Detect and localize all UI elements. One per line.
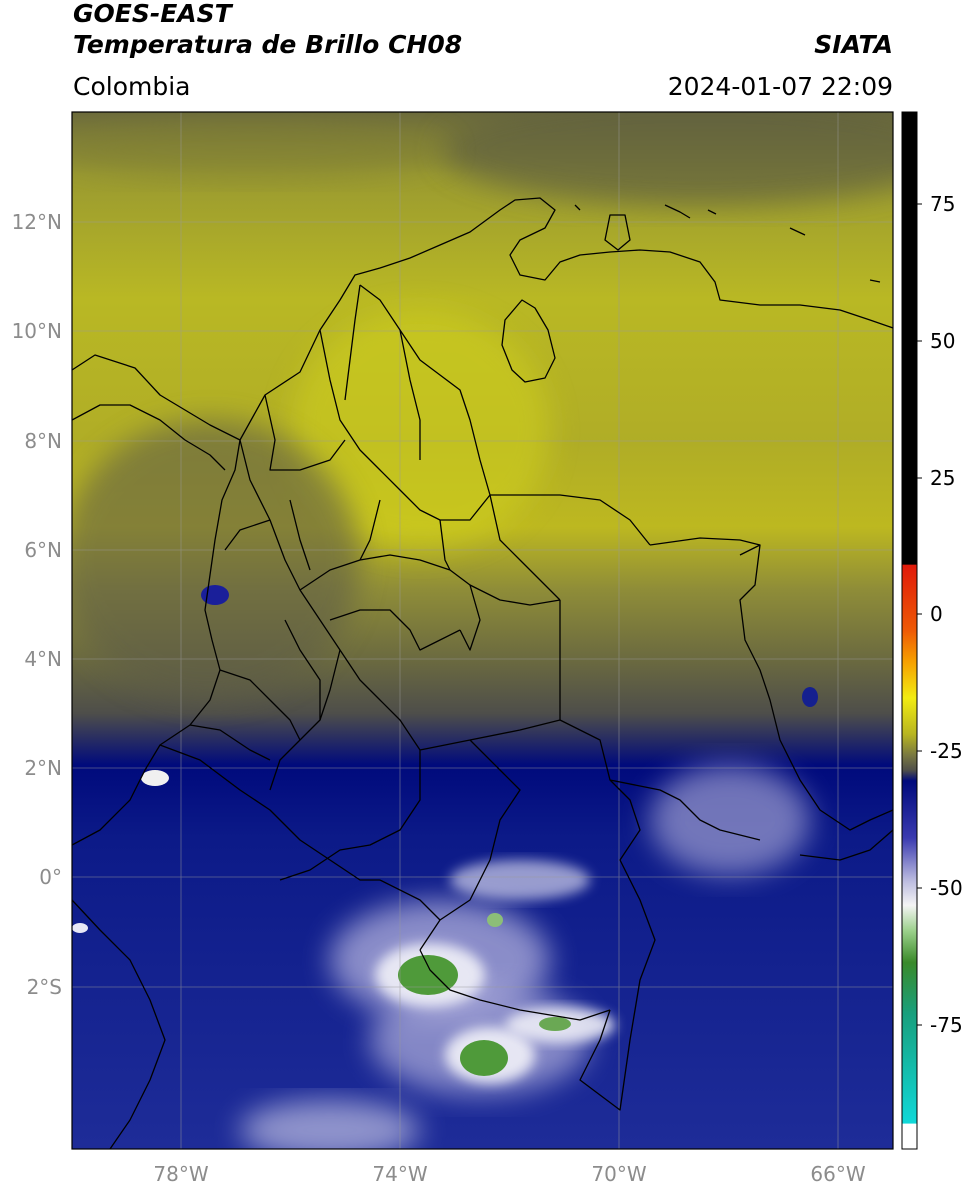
lat-label: 2°S bbox=[27, 975, 62, 999]
colorbar-label: 75 bbox=[930, 192, 955, 216]
region-label: Colombia bbox=[73, 72, 191, 101]
lat-label: 2°N bbox=[24, 756, 62, 780]
colorbar-label: -75 bbox=[930, 1013, 963, 1037]
longitude-labels: 78°W 74°W 70°W 66°W bbox=[153, 1162, 865, 1186]
map-frame bbox=[71, 111, 894, 1150]
source-label: SIATA bbox=[814, 30, 893, 59]
lat-label: 12°N bbox=[12, 210, 62, 234]
colorbar-label: -25 bbox=[930, 739, 963, 763]
colorbar-label: 50 bbox=[930, 329, 955, 353]
colorbar bbox=[901, 111, 918, 1150]
lat-label: 0° bbox=[39, 865, 62, 889]
colorbar-ticks bbox=[917, 203, 922, 1026]
colorbar-label: 0 bbox=[930, 602, 943, 626]
latitude-labels: 12°N 10°N 8°N 6°N 4°N 2°N 0° 2°S bbox=[12, 210, 62, 999]
lat-label: 10°N bbox=[12, 319, 62, 343]
lat-label: 4°N bbox=[24, 647, 62, 671]
colorbar-labels: 75 50 25 0 -25 -50 -75 bbox=[930, 192, 963, 1037]
lon-label: 78°W bbox=[153, 1162, 208, 1186]
coastlines-and-borders bbox=[72, 197, 893, 1149]
lon-label: 66°W bbox=[810, 1162, 865, 1186]
timestamp-label: 2024-01-07 22:09 bbox=[667, 72, 893, 101]
lon-label: 74°W bbox=[372, 1162, 427, 1186]
colorbar-label: -50 bbox=[930, 876, 963, 900]
lat-label: 6°N bbox=[24, 538, 62, 562]
satellite-title: GOES-EAST bbox=[73, 0, 232, 28]
brightness-temperature-field bbox=[72, 112, 893, 1149]
lon-label: 70°W bbox=[591, 1162, 646, 1186]
product-title: Temperatura de Brillo CH08 bbox=[73, 30, 463, 59]
lat-label: 8°N bbox=[24, 429, 62, 453]
graticule bbox=[72, 112, 893, 1149]
colorbar-label: 25 bbox=[930, 466, 955, 490]
